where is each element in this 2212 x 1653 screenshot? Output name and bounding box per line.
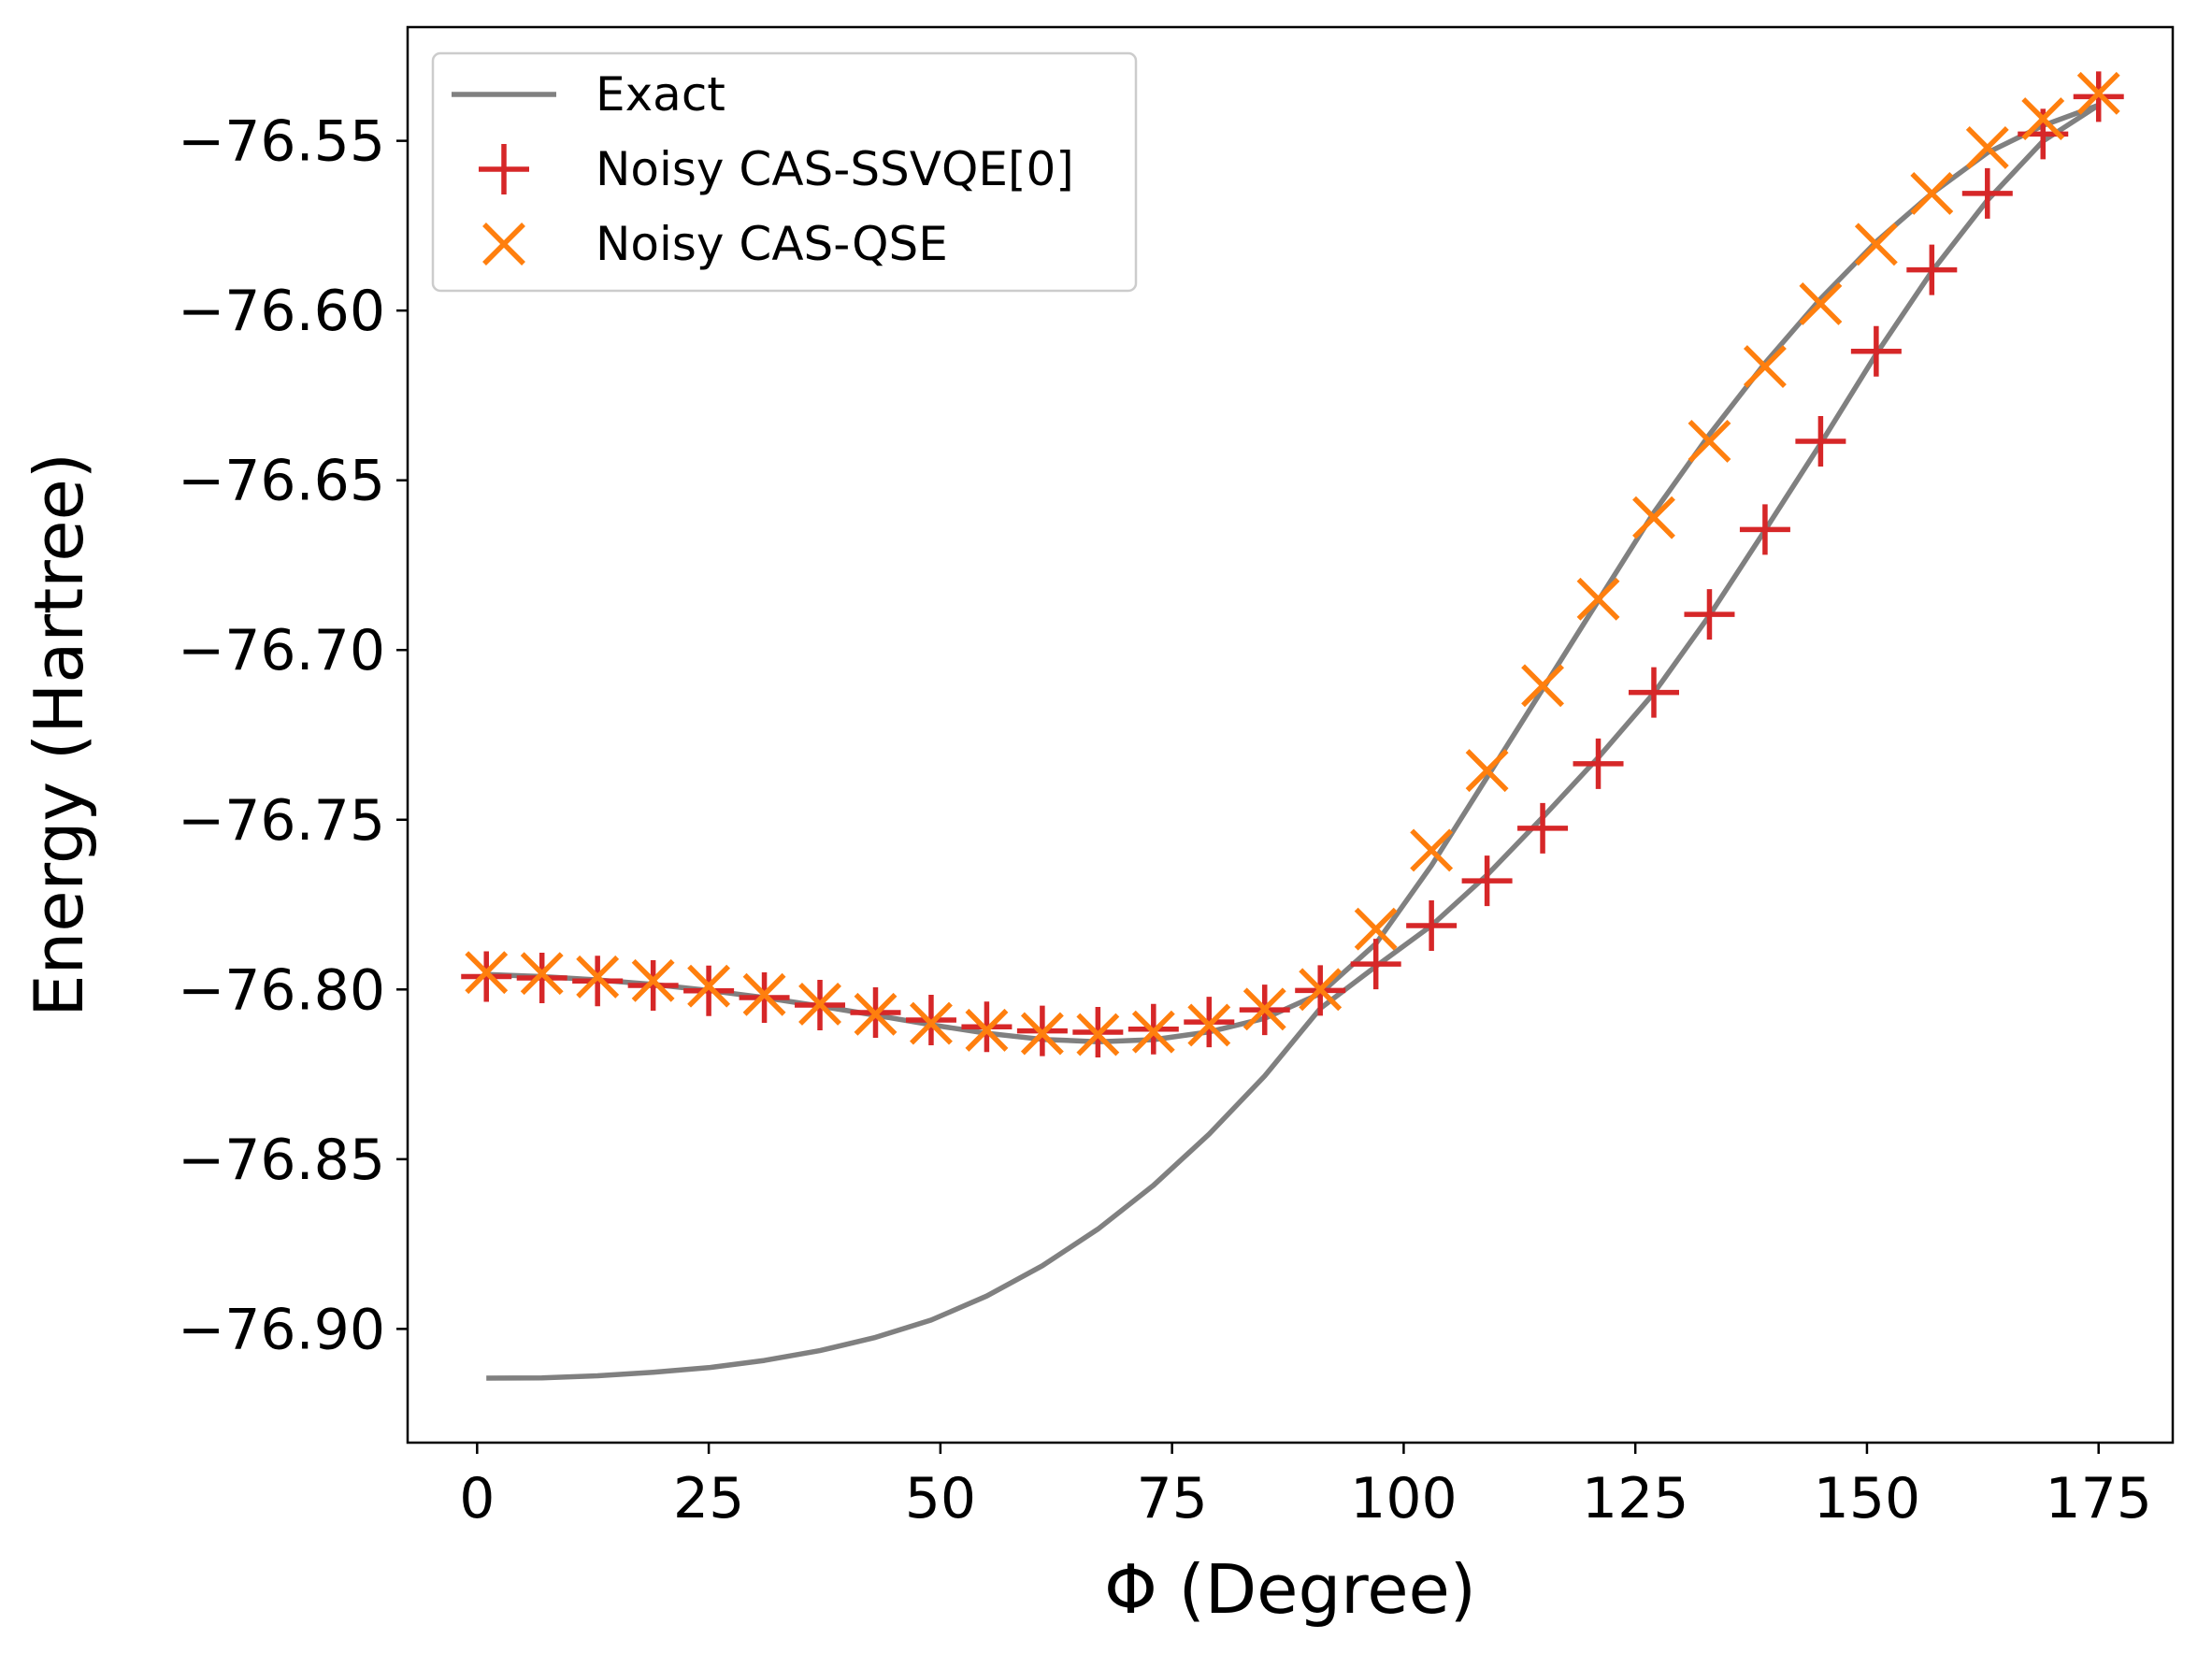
y-tick-label: −76.65 — [178, 449, 385, 514]
x-axis-label: Φ (Degree) — [1104, 1550, 1476, 1629]
y-tick-label: −76.85 — [178, 1128, 385, 1193]
legend-box — [431, 51, 1138, 293]
plot-frame — [406, 25, 2175, 1445]
qse-point — [1910, 171, 1954, 215]
qse-point — [1688, 420, 1731, 463]
qse-point — [798, 982, 841, 1026]
y-tick-label: −76.60 — [178, 279, 385, 344]
qse-point — [576, 955, 620, 999]
y-tick-label: −76.90 — [178, 1297, 385, 1362]
ssvqe-point — [1850, 325, 1902, 377]
qse-point — [1076, 1013, 1120, 1056]
exact-line-lower — [486, 103, 2101, 1381]
ssvqe-point — [1628, 667, 1679, 718]
qse-point — [1465, 749, 1509, 793]
ssvqe-point — [461, 951, 512, 1002]
ssvqe-point — [1684, 589, 1735, 640]
qse-point — [1521, 664, 1565, 708]
ssvqe-point — [1406, 900, 1458, 952]
series-layer — [461, 71, 2124, 1381]
legend-label-exact: Exact — [596, 67, 725, 122]
x-tick-label: 100 — [1350, 1466, 1458, 1531]
ssvqe-point — [1517, 802, 1569, 854]
legend-label-qse: Noisy CAS-QSE — [596, 217, 948, 271]
y-tick-label: −76.55 — [178, 109, 385, 175]
qse-point — [1632, 496, 1675, 539]
x-tick-label: 50 — [905, 1466, 976, 1531]
ssvqe-point — [1350, 939, 1401, 990]
legend: Exact Noisy CAS-SSVQE[0] Noisy CAS-QSE — [431, 51, 1138, 293]
ssvqe-point — [1573, 738, 1624, 789]
qse-point — [965, 1008, 1009, 1052]
ssvqe-point — [1739, 504, 1790, 555]
qse-point — [520, 952, 564, 996]
qse-point — [2021, 97, 2065, 140]
qse-point — [1354, 907, 1398, 951]
x-tick-label: 125 — [1582, 1466, 1689, 1531]
y-axis: −76.90 −76.85 −76.80 −76.75 −76.70 −76.65 −76.… — [178, 109, 408, 1362]
qse-point — [687, 964, 731, 1008]
ssvqe-point — [1906, 244, 1958, 295]
ssvqe-point — [516, 952, 567, 1003]
legend-marker-cross — [482, 223, 525, 266]
qse-point — [1854, 223, 1898, 266]
qse-point — [1131, 1010, 1175, 1054]
ssvqe-point — [1961, 167, 2013, 219]
x-axis: 0 25 50 75 100 125 150 175 — [459, 1443, 2152, 1531]
qse-markers — [465, 71, 2120, 1056]
qse-point — [631, 958, 675, 1002]
y-tick-label: −76.70 — [178, 618, 385, 683]
x-tick-label: 75 — [1136, 1466, 1207, 1531]
qse-point — [742, 972, 786, 1016]
qse-point — [1242, 987, 1286, 1031]
legend-marker-plus — [479, 144, 529, 194]
ssvqe-point — [1795, 415, 1846, 467]
qse-point — [465, 951, 509, 995]
x-tick-label: 150 — [1814, 1466, 1921, 1531]
x-tick-label: 25 — [673, 1466, 744, 1531]
y-axis-label: Energy (Hartree) — [20, 453, 98, 1017]
y-tick-label: −76.80 — [178, 957, 385, 1023]
qse-point — [1020, 1012, 1064, 1056]
qse-point — [1187, 1003, 1231, 1047]
ssvqe-point — [572, 956, 624, 1007]
qse-point — [1410, 828, 1454, 872]
x-tick-label: 175 — [2045, 1466, 2152, 1531]
x-tick-label: 0 — [459, 1466, 495, 1531]
qse-point — [1965, 125, 2009, 169]
legend-cross-glyph — [482, 223, 525, 266]
legend-plus-glyph — [479, 144, 529, 194]
legend-label-ssvqe: Noisy CAS-SSVQE[0] — [596, 142, 1074, 196]
ssvqe-point — [1461, 855, 1513, 907]
ssvqe-point — [627, 959, 679, 1011]
qse-point — [1743, 345, 1787, 389]
qse-point — [910, 1001, 953, 1045]
qse-point — [1799, 281, 1843, 325]
qse-point — [1576, 577, 1620, 621]
ssvqe-point — [683, 965, 735, 1016]
qse-point — [1299, 968, 1343, 1012]
y-tick-label: −76.75 — [178, 788, 385, 854]
qse-point — [2076, 71, 2120, 115]
qse-point — [854, 992, 898, 1036]
